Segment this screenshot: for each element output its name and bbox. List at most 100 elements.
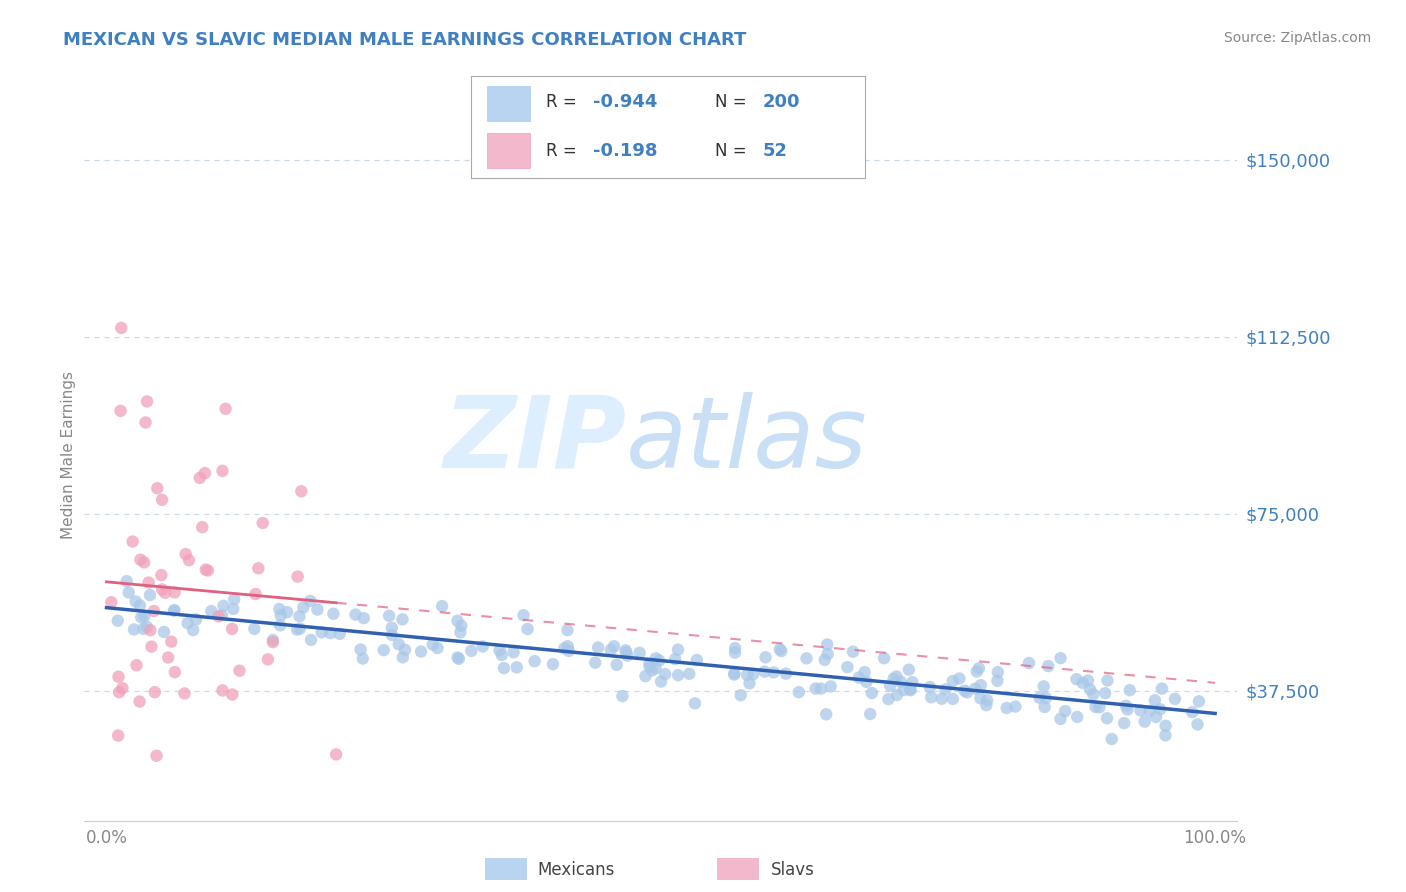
Point <box>492 661 515 675</box>
Point <box>107 670 129 684</box>
Text: R =: R = <box>546 142 582 160</box>
Point <box>1129 703 1152 717</box>
Point <box>931 691 953 706</box>
Point <box>121 534 143 549</box>
Point <box>1084 700 1107 714</box>
Point <box>762 665 785 680</box>
Point <box>683 696 706 710</box>
Point <box>523 654 546 668</box>
Point <box>115 574 138 589</box>
Point <box>290 484 312 499</box>
Point <box>583 656 606 670</box>
Point <box>890 674 912 689</box>
Point <box>150 492 173 507</box>
Point <box>553 641 575 656</box>
Point <box>276 605 298 619</box>
Point <box>139 624 162 638</box>
Point <box>292 600 315 615</box>
Point <box>723 666 745 681</box>
Text: N =: N = <box>716 142 752 160</box>
Point <box>252 516 274 530</box>
Point <box>666 668 689 682</box>
Text: Mexicans: Mexicans <box>537 861 614 879</box>
Point <box>976 693 998 707</box>
Point <box>1116 702 1139 716</box>
Point <box>214 401 236 416</box>
Point <box>512 608 534 623</box>
Point <box>153 624 176 639</box>
Point <box>877 692 900 706</box>
Point <box>724 646 747 660</box>
Point <box>139 588 162 602</box>
Point <box>299 632 322 647</box>
Point <box>352 651 374 665</box>
Text: atlas: atlas <box>626 392 868 489</box>
Point <box>1097 673 1119 688</box>
Point <box>969 691 991 706</box>
Point <box>124 594 146 608</box>
Point <box>150 582 173 597</box>
Point <box>146 481 169 495</box>
Point <box>986 673 1008 688</box>
Text: MEXICAN VS SLAVIC MEDIAN MALE EARNINGS CORRELATION CHART: MEXICAN VS SLAVIC MEDIAN MALE EARNINGS C… <box>63 31 747 49</box>
Point <box>1188 694 1211 708</box>
Point <box>754 650 776 665</box>
Point <box>228 664 250 678</box>
Point <box>394 642 416 657</box>
Point <box>197 564 219 578</box>
Point <box>269 602 291 616</box>
Point <box>1144 710 1167 724</box>
Point <box>541 657 564 672</box>
Point <box>770 644 793 658</box>
Point <box>311 625 333 640</box>
Point <box>970 678 993 692</box>
Point <box>173 686 195 700</box>
Point <box>859 706 882 721</box>
Point <box>900 683 922 698</box>
Point <box>107 729 129 743</box>
Point <box>742 667 765 681</box>
Point <box>638 659 661 673</box>
Point <box>666 642 689 657</box>
Point <box>1077 673 1099 688</box>
Y-axis label: Median Male Earnings: Median Male Earnings <box>60 371 76 539</box>
Point <box>1115 698 1137 713</box>
Point <box>606 657 628 672</box>
Point <box>1054 704 1077 718</box>
Point <box>1094 686 1116 700</box>
Point <box>558 644 581 658</box>
Point <box>804 681 827 696</box>
Point <box>373 643 395 657</box>
Point <box>948 672 970 686</box>
Point <box>942 692 965 706</box>
Point <box>1078 682 1101 697</box>
Point <box>557 639 579 653</box>
Text: Slavs: Slavs <box>770 861 814 879</box>
Point <box>245 587 267 601</box>
Point <box>815 638 838 652</box>
Point <box>603 639 626 653</box>
Point <box>1114 716 1136 731</box>
Point <box>222 602 245 616</box>
Point <box>648 653 671 667</box>
Point <box>200 604 222 618</box>
Point <box>612 689 634 703</box>
Point <box>860 686 883 700</box>
Point <box>1035 690 1057 705</box>
Point <box>288 622 311 636</box>
Point <box>1049 712 1071 726</box>
Point <box>898 682 921 697</box>
Point <box>129 552 152 566</box>
Point <box>883 672 905 686</box>
Point <box>848 671 870 685</box>
Point <box>879 679 901 693</box>
Point <box>378 608 401 623</box>
Point <box>934 682 956 697</box>
Point <box>135 416 157 430</box>
Point <box>134 556 156 570</box>
Text: -0.198: -0.198 <box>593 142 658 160</box>
Point <box>344 607 367 622</box>
Point <box>262 633 284 648</box>
Point <box>194 563 217 577</box>
Point <box>108 685 131 699</box>
